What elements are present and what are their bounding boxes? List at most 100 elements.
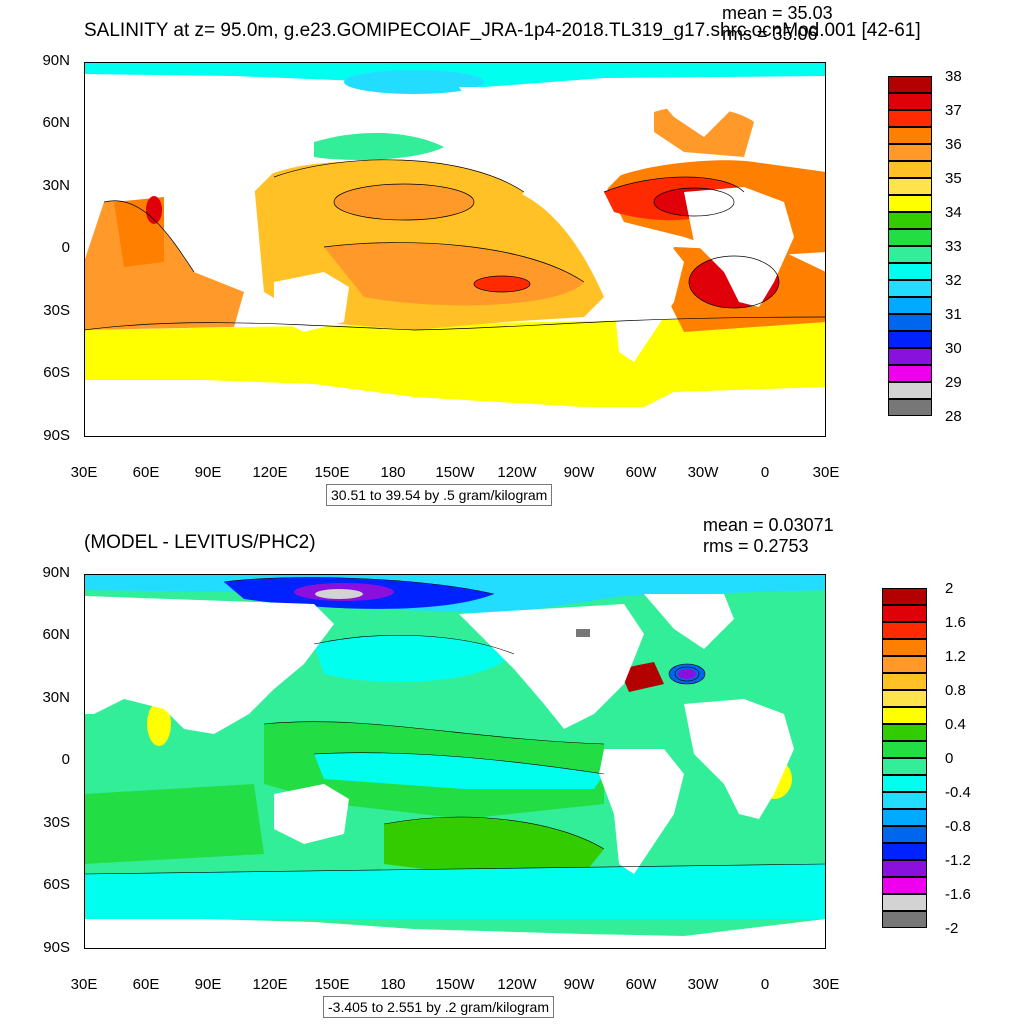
- legend-swatch: [888, 212, 932, 229]
- lon-label: 30E: [70, 464, 98, 481]
- lon-label: 150W: [435, 464, 475, 481]
- legend-swatch: [882, 826, 927, 843]
- lon-label: 120E: [252, 464, 288, 481]
- legend-label: 1.2: [945, 648, 966, 665]
- lon-label: 120E: [252, 976, 288, 993]
- legend-label: 0.4: [945, 716, 966, 733]
- difference-panel: (MODEL - LEVITUS/PHC2) mean = 0.03071 rm…: [0, 512, 1024, 1024]
- land-eurasia: [84, 596, 334, 734]
- land-africa: [684, 699, 794, 819]
- lon-label: 0: [760, 976, 770, 993]
- indian-green: [84, 784, 264, 864]
- north-pacific-subpolar: [314, 132, 444, 160]
- legend-label: 30: [945, 340, 962, 357]
- lon-label: 0: [760, 464, 770, 481]
- lat-label: 0: [61, 239, 70, 256]
- legend-swatch: [888, 127, 932, 144]
- legend-swatch: [888, 280, 932, 297]
- legend-label: 29: [945, 374, 962, 391]
- lat-label: 90N: [42, 52, 70, 69]
- legend-swatch: [888, 365, 932, 382]
- legend-label: 35: [945, 170, 962, 187]
- lon-label: 60W: [625, 976, 657, 993]
- rms-stat: rms = 0.2753: [703, 536, 809, 556]
- legend-swatch: [882, 894, 927, 911]
- legend-label: 36: [945, 136, 962, 153]
- legend-swatch: [882, 809, 927, 826]
- north-pacific-cyan: [314, 635, 514, 683]
- lon-label: 30W: [687, 464, 719, 481]
- lat-label: 30S: [43, 302, 70, 319]
- legend-swatch: [888, 110, 932, 127]
- legend-swatch: [882, 724, 927, 741]
- legend-swatch: [882, 656, 927, 673]
- legend-label: -1.6: [945, 886, 971, 903]
- red-sea-max: [146, 196, 162, 224]
- lon-label: 60E: [132, 976, 160, 993]
- contour-lines: [84, 577, 826, 875]
- legend-swatch: [882, 911, 927, 928]
- legend-label: 33: [945, 238, 962, 255]
- legend-label: 1.6: [945, 614, 966, 631]
- legend-label: 32: [945, 272, 962, 289]
- legend-swatch: [888, 399, 932, 416]
- difference-map-svg: [84, 574, 826, 949]
- lat-label: 90S: [43, 427, 70, 444]
- legend-swatch: [888, 348, 932, 365]
- lat-label: 60N: [42, 626, 70, 643]
- legend-swatch: [882, 775, 927, 792]
- rms-stat: rms = 35.06: [722, 24, 818, 44]
- legend-label: 38: [945, 68, 962, 85]
- lat-label: 30N: [42, 177, 70, 194]
- land-southamerica: [599, 237, 684, 362]
- legend-swatch: [888, 76, 932, 93]
- contour-range-label: 30.51 to 39.54 by .5 gram/kilogram: [326, 484, 553, 506]
- legend-swatch: [882, 673, 927, 690]
- legend-swatch: [888, 144, 932, 161]
- legend-swatch: [888, 331, 932, 348]
- land-antarctica: [84, 380, 826, 437]
- legend-swatch: [888, 382, 932, 399]
- lon-label: 180: [380, 976, 406, 993]
- legend-label: -1.2: [945, 852, 971, 869]
- land-greenland: [644, 594, 734, 649]
- legend-swatch: [888, 263, 932, 280]
- lon-label: 60E: [132, 464, 160, 481]
- lon-label: 90W: [563, 464, 595, 481]
- lat-label: 90S: [43, 939, 70, 956]
- legend-label: 0: [945, 750, 954, 767]
- mean-stat: mean = 35.03: [722, 3, 833, 23]
- lon-label: 180: [380, 464, 406, 481]
- salinity-panel: SALINITY at z= 95.0m, g.e23.GOMIPECOIAF_…: [42, 3, 962, 506]
- lat-label: 60S: [43, 364, 70, 381]
- lon-label: 150W: [435, 976, 475, 993]
- legend-label: 34: [945, 204, 962, 221]
- lon-label: 60W: [625, 464, 657, 481]
- legend-label: 31: [945, 306, 962, 323]
- legend-swatch: [882, 588, 927, 605]
- legend-swatch: [882, 622, 927, 639]
- land-northamerica: [459, 604, 644, 729]
- hudson-bay-grey: [576, 629, 590, 637]
- legend-swatch: [882, 843, 927, 860]
- land-greenland: [644, 82, 734, 137]
- lon-label: 30E: [812, 464, 840, 481]
- lat-label: 60N: [42, 114, 70, 131]
- lat-label: 60S: [43, 876, 70, 893]
- lat-label: 30S: [43, 814, 70, 831]
- arabian-positive: [147, 702, 171, 746]
- legend-label: 0.8: [945, 682, 966, 699]
- legend-swatch: [882, 690, 927, 707]
- legend-swatch: [888, 229, 932, 246]
- legend-label: 37: [945, 102, 962, 119]
- lon-label: 90E: [194, 464, 222, 481]
- southern-ocean-cyan: [84, 864, 826, 919]
- panel-title: SALINITY at z= 95.0m, g.e23.GOMIPECOIAF_…: [84, 20, 921, 41]
- legend-swatch: [882, 741, 927, 758]
- land-northamerica: [459, 87, 644, 217]
- legend-swatch: [888, 93, 932, 110]
- land-southamerica: [599, 749, 684, 874]
- legend-swatch: [882, 758, 927, 775]
- legend-label: -0.8: [945, 818, 971, 835]
- land-africa: [684, 187, 794, 307]
